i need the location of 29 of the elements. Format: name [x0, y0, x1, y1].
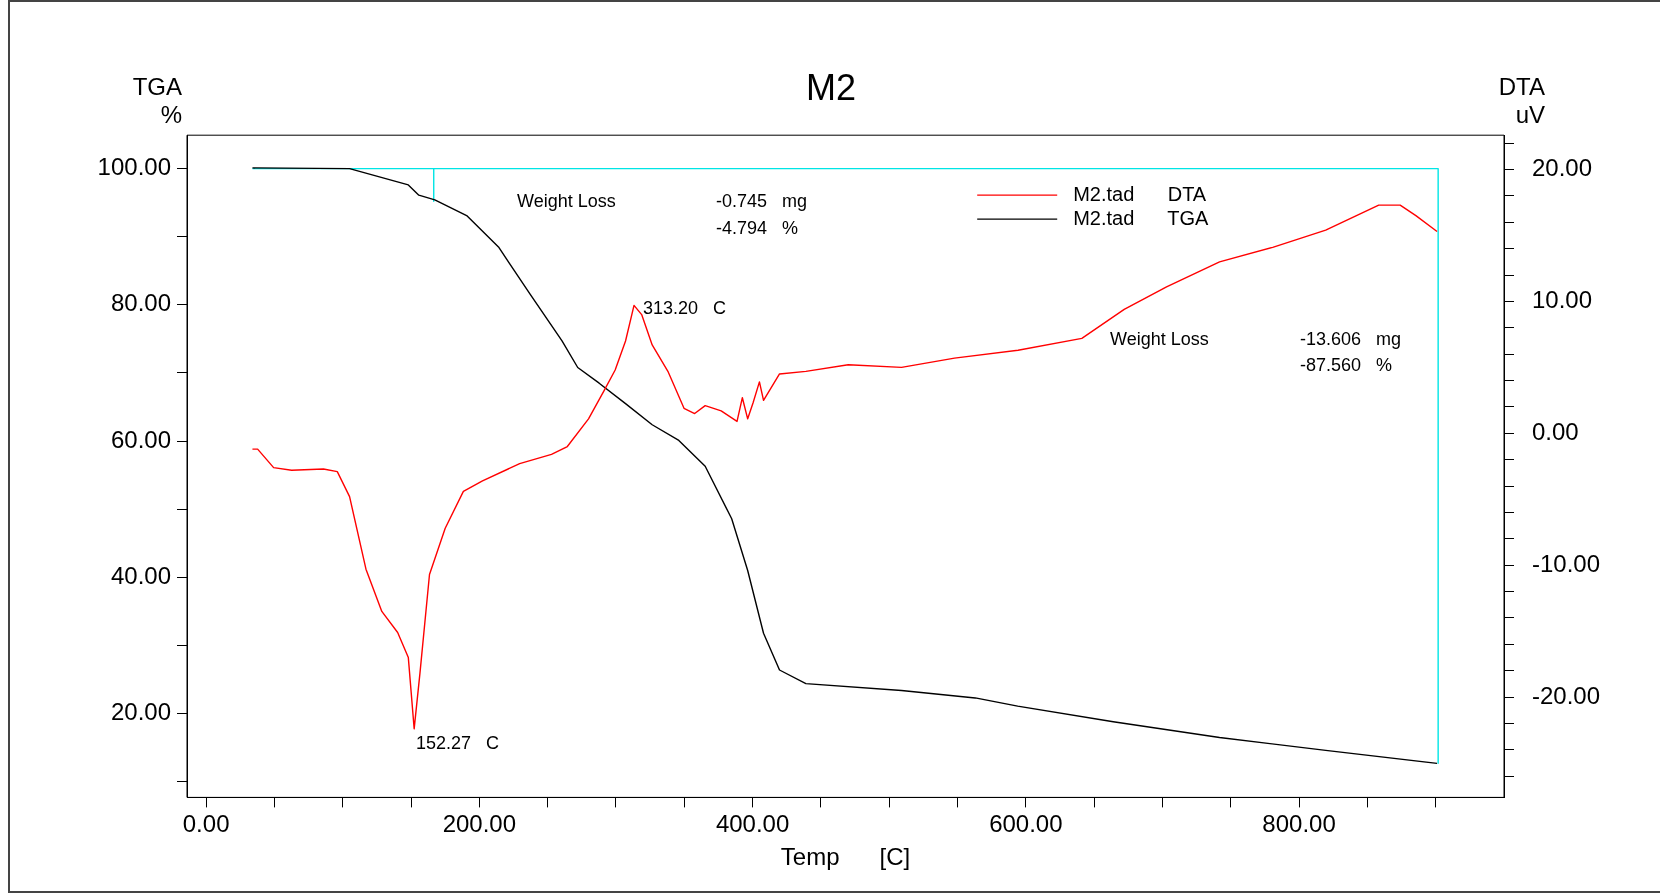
x-axis-title: Temp [C]	[780, 843, 911, 871]
y2-tick-label: -20.00	[1532, 681, 1601, 709]
annotation: Weight Loss	[517, 190, 616, 211]
y-tick-label: 60.00	[110, 425, 171, 453]
annotation: -4.794 %	[716, 217, 799, 238]
x-tick-label: 600.00	[989, 810, 1063, 838]
annotation: -13.606 mg	[1300, 328, 1402, 349]
y2-tick-label: 20.00	[1532, 154, 1593, 182]
y2-tick-label: -10.00	[1532, 549, 1601, 577]
y-tick-label: 80.00	[110, 289, 171, 317]
annotation: -87.560 %	[1300, 354, 1393, 375]
annotation: Weight Loss	[1110, 328, 1209, 349]
x-tick-label: 0.00	[182, 810, 230, 838]
annotation: 313.20 C	[643, 297, 727, 318]
chart-title: M2	[805, 66, 857, 108]
y2-tick-label: 10.00	[1532, 286, 1593, 314]
y-tick-label: 100.00	[97, 153, 171, 181]
x-tick-label: 200.00	[442, 810, 517, 838]
y-tick-label: 40.00	[110, 561, 171, 589]
y2-tick-label: 0.00	[1532, 417, 1579, 445]
y-tick-label: 20.00	[110, 698, 171, 726]
y-axis-title: TGA %	[132, 73, 182, 128]
x-tick-label: 800.00	[1262, 810, 1336, 838]
annotation: 152.27 C	[416, 732, 500, 753]
legend-label: M2.tad DTA	[1073, 182, 1207, 205]
legend-label: M2.tad TGA	[1073, 206, 1210, 229]
annotation: -0.745 mg	[716, 190, 808, 211]
x-tick-label: 400.00	[715, 810, 790, 838]
y2-axis-title: DTA uV	[1498, 73, 1545, 128]
